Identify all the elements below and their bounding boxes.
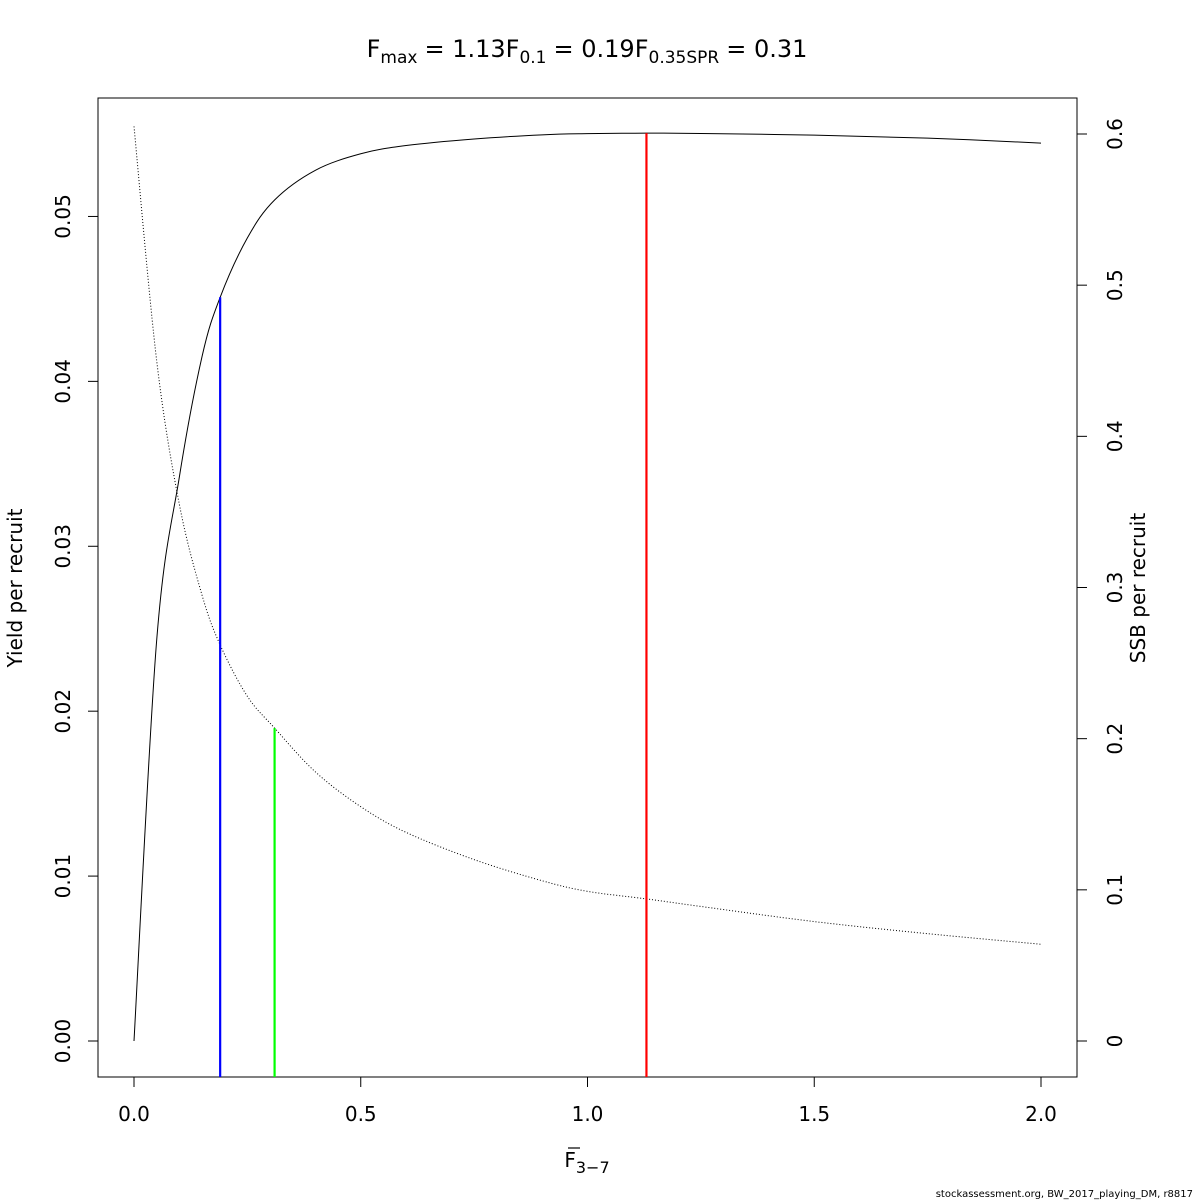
footer-credit: stockassessment.org, BW_2017_playing_DM,…	[936, 1189, 1193, 1200]
title-part-value: = 1.13	[424, 35, 505, 63]
y-axis-left: 0.00 0.01 0.02 0.03 0.04 0.05	[51, 194, 99, 1064]
x-label-symbol: F	[564, 1148, 576, 1172]
x-tick-label: 0.0	[118, 1102, 150, 1126]
reference-lines	[219, 133, 648, 1077]
x-axis: 0.0 0.5 1.0 1.5 2.0	[118, 1076, 1057, 1126]
x-label-subscript: 3−7	[576, 1158, 610, 1177]
y-right-tick-label: 0.1	[1103, 874, 1127, 906]
y-left-tick-label: 0.00	[51, 1019, 75, 1064]
ssb-per-recruit-line	[133, 126, 1042, 945]
plot-frame	[97, 97, 1078, 1078]
title-part-value: = 0.19	[554, 35, 635, 63]
x-tick-label: 1.0	[572, 1102, 604, 1126]
chart-title: Fmax = 1.13F0.1 = 0.19F0.35SPR = 0.31	[367, 35, 808, 68]
y-right-tick-label: 0.3	[1103, 572, 1127, 604]
title-part-symbol: F	[367, 35, 381, 63]
y-right-tick-label: 0	[1103, 1035, 1127, 1048]
y-right-tick-label: 0.2	[1103, 723, 1127, 755]
y-left-tick-label: 0.02	[51, 689, 75, 734]
title-part-subscript: 0.1	[519, 48, 546, 68]
title-part-symbol: F	[506, 35, 520, 63]
title-part-subscript: max	[380, 48, 417, 68]
y-axis-right: 0 0.1 0.2 0.3 0.4 0.5 0.6	[1076, 118, 1127, 1048]
y-left-tick-label: 0.01	[51, 854, 75, 899]
series-layer	[133, 126, 1042, 1042]
y-right-tick-label: 0.4	[1103, 420, 1127, 452]
x-tick-label: 2.0	[1025, 1102, 1057, 1126]
y-left-tick-label: 0.03	[51, 524, 75, 569]
title-part-value: = 0.31	[726, 35, 807, 63]
y-axis-left-label: Yield per recruit	[3, 508, 27, 668]
x-tick-label: 1.5	[798, 1102, 830, 1126]
title-part-symbol: F	[635, 35, 649, 63]
x-axis-label: F3−7	[564, 1148, 609, 1177]
y-left-tick-label: 0.05	[51, 194, 75, 239]
x-tick-label: 0.5	[345, 1102, 377, 1126]
y-axis-right-label: SSB per recruit	[1126, 513, 1150, 664]
y-right-tick-label: 0.5	[1103, 269, 1127, 301]
y-left-tick-label: 0.04	[51, 359, 75, 404]
yield-per-recruit-line	[133, 132, 1042, 1042]
y-right-tick-label: 0.6	[1103, 118, 1127, 150]
title-part-subscript: 0.35SPR	[649, 48, 720, 68]
